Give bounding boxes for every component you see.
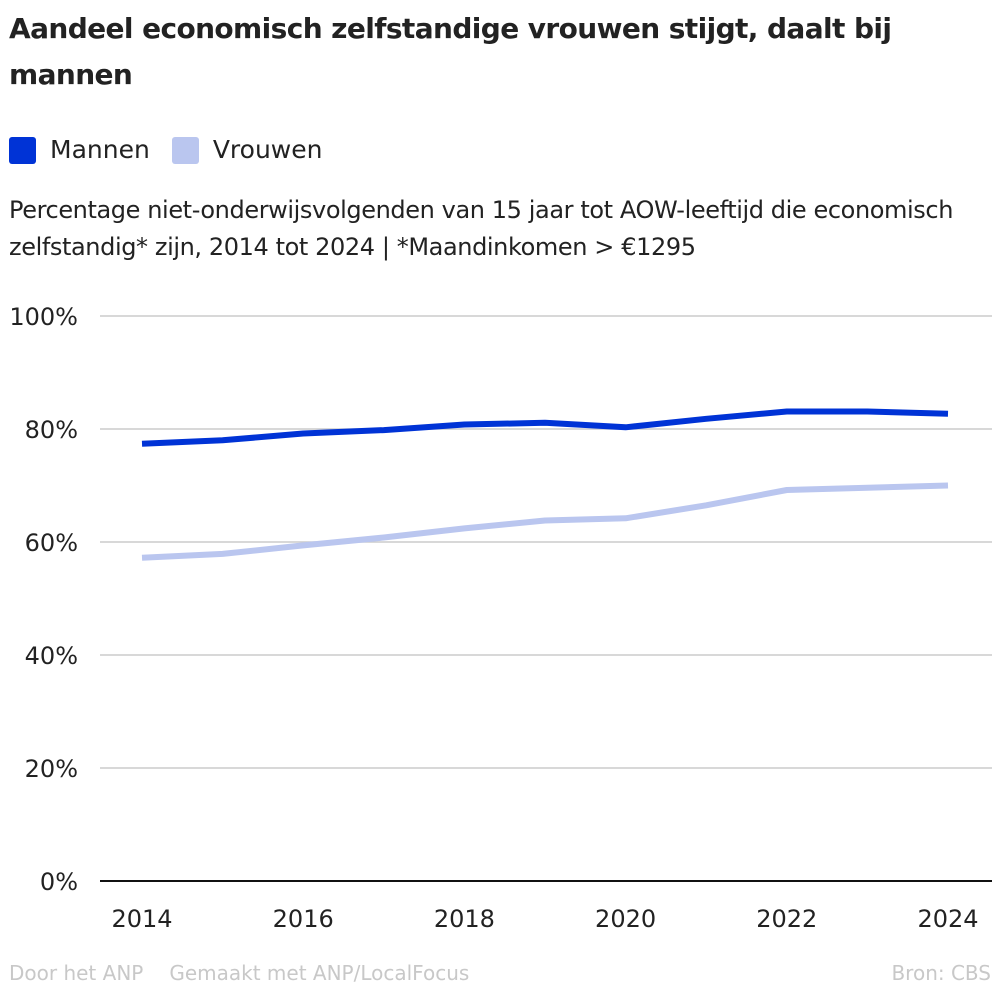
footer-author: Door het ANP — [9, 961, 144, 985]
y-tick-label: 0% — [40, 868, 78, 896]
legend: Mannen Vrouwen — [9, 133, 344, 167]
x-tick-label: 2016 — [273, 905, 334, 933]
y-tick-label: 40% — [25, 642, 78, 670]
grid — [100, 315, 992, 882]
y-tick-label: 100% — [9, 303, 78, 331]
series-line-mannen — [141, 408, 949, 447]
legend-item-vrouwen: Vrouwen — [171, 133, 323, 167]
y-tick-label: 20% — [25, 755, 78, 783]
x-tick-label: 2020 — [595, 905, 656, 933]
series-line-vrouwen — [141, 482, 949, 561]
x-axis: 2014 2016 2018 2020 2022 2024 — [111, 905, 978, 933]
footer-made-with: Gemaakt met ANP/LocalFocus — [169, 961, 470, 985]
footer-source: Bron: CBS — [891, 961, 991, 985]
legend-swatch-vrouwen — [171, 136, 199, 164]
y-axis: 0% 20% 40% 60% 80% 100% — [9, 303, 78, 896]
x-tick-label: 2024 — [917, 905, 978, 933]
chart-title: Aandeel economisch zelfstandige vrouwen … — [9, 12, 892, 91]
x-tick-label: 2014 — [111, 905, 172, 933]
x-tick-label: 2018 — [434, 905, 495, 933]
footer-credits: Door het ANP Gemaakt met ANP/LocalFocus — [9, 960, 495, 986]
y-tick-label: 80% — [25, 416, 78, 444]
legend-label-vrouwen: Vrouwen — [212, 135, 323, 164]
chart-subtitle: Percentage niet-onderwijsvolgenden van 1… — [9, 196, 953, 261]
legend-label-mannen: Mannen — [50, 135, 150, 164]
x-tick-label: 2022 — [756, 905, 817, 933]
series-group — [141, 408, 949, 561]
legend-item-mannen: Mannen — [9, 133, 150, 167]
y-tick-label: 60% — [25, 529, 78, 557]
legend-swatch-mannen — [9, 136, 36, 164]
line-chart: 0%20%40%60%80%100% 2014 2016 2018 2020 2022 2… — [9, 303, 992, 933]
